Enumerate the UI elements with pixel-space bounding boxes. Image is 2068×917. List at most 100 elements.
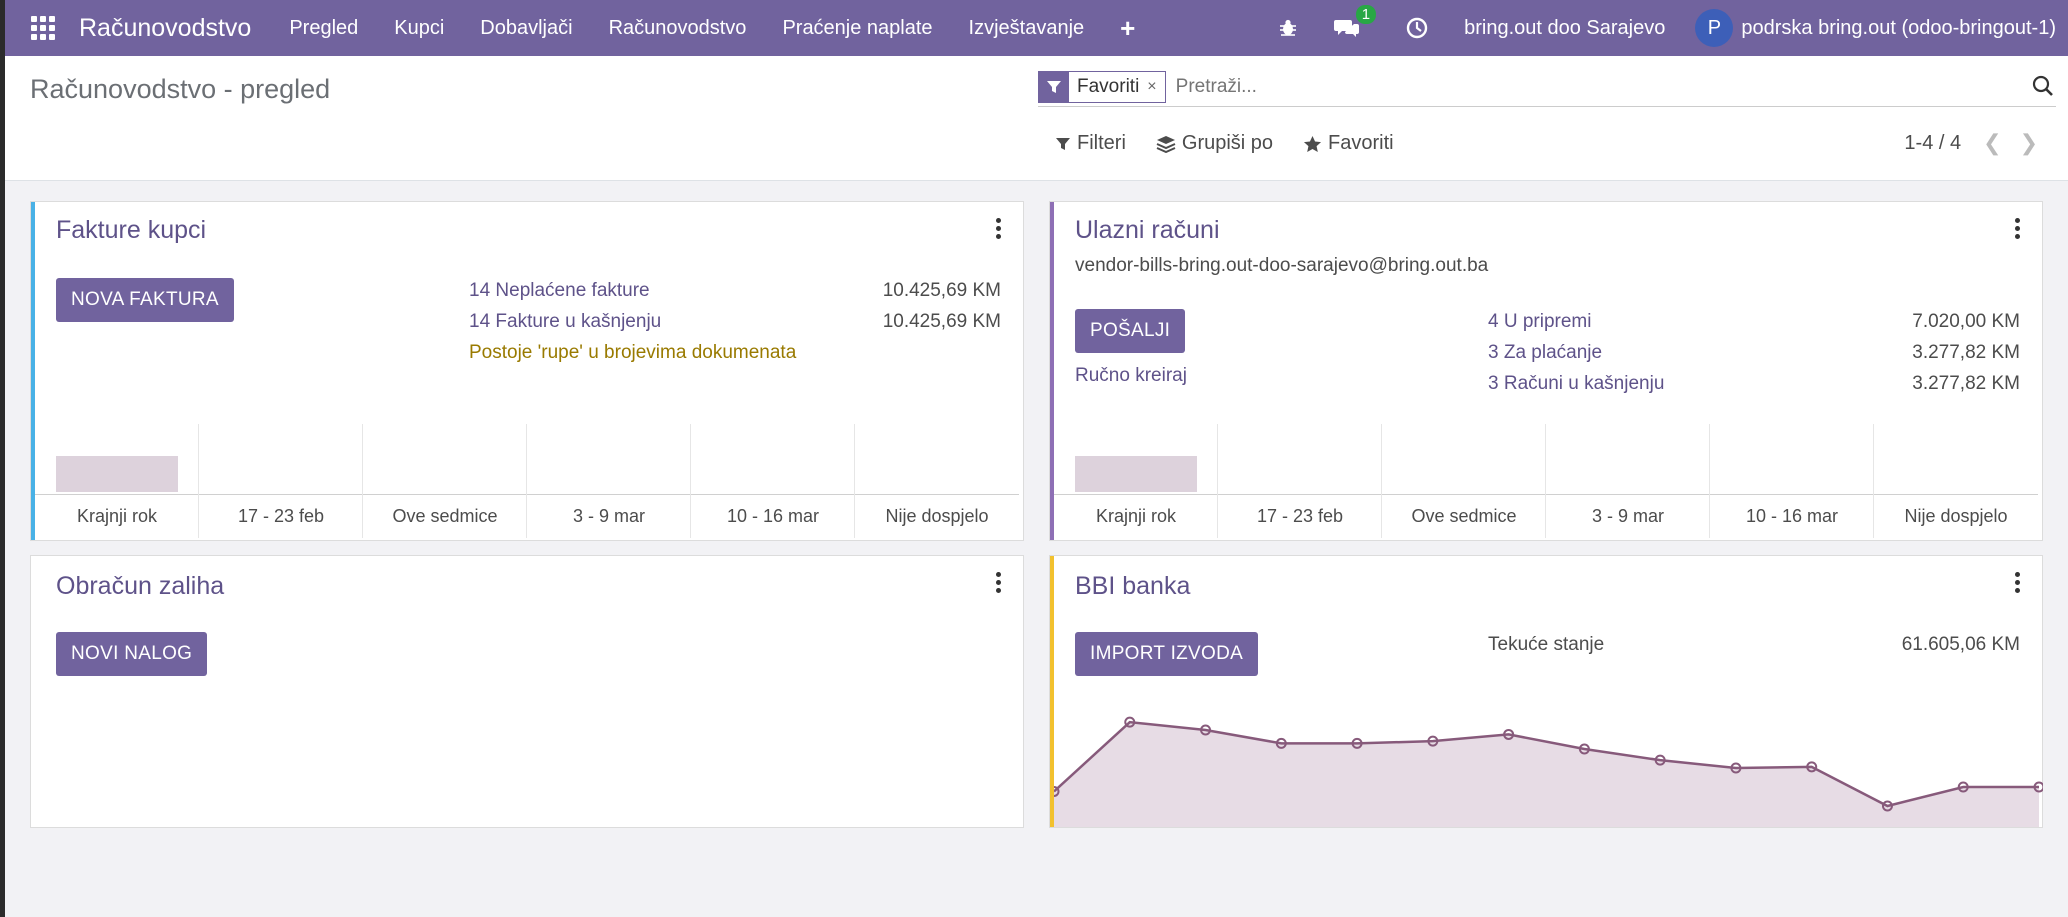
chart-tick-label: Krajnji rok — [1095, 506, 1177, 526]
menu-kupci[interactable]: Kupci — [394, 16, 445, 39]
chart-column — [1382, 424, 1546, 538]
chart-column — [1710, 424, 1874, 538]
add-menu-button[interactable]: + — [1120, 12, 1136, 43]
import-statement-button[interactable]: IMPORT IZVODA — [1075, 632, 1259, 676]
card-menu-icon[interactable] — [995, 218, 1001, 239]
bug-icon[interactable] — [1278, 18, 1298, 38]
chart-tick-label: 10 - 16 mar — [1745, 506, 1839, 526]
chart-point — [1275, 737, 1287, 749]
chart-tick-label: Nije dospjelo — [885, 506, 989, 526]
top-navbar: Računovodstvo Pregled Kupci Dobavljači R… — [5, 0, 2068, 56]
clock-icon[interactable] — [1406, 17, 1428, 39]
menu-pregled[interactable]: Pregled — [289, 16, 359, 39]
bills-to-pay-amount: 3.277,82 KM — [1912, 342, 2020, 363]
chart-tick-label: 10 - 16 mar — [726, 506, 820, 526]
card-menu-icon[interactable] — [995, 572, 1001, 593]
late-invoices-link[interactable]: 14 Fakture u kašnjenju — [469, 311, 662, 332]
chart-tick-label: Ove sedmice — [392, 506, 498, 526]
card-menu-icon[interactable] — [2014, 218, 2020, 239]
chart-point — [1200, 724, 1212, 736]
chart-point — [1654, 754, 1666, 766]
messages-badge: 1 — [1355, 5, 1377, 24]
bank-balance-chart[interactable] — [1054, 697, 2043, 827]
chart-point — [1730, 762, 1742, 774]
chart-tick-label: 17 - 23 feb — [237, 506, 325, 526]
pager: 1-4 / 4 ❮ ❯ — [1904, 130, 2038, 156]
app-brand[interactable]: Računovodstvo — [79, 13, 252, 42]
chart-column — [363, 424, 527, 538]
chart-point — [1806, 761, 1818, 773]
search-input[interactable] — [1173, 75, 1978, 99]
chart-bar[interactable] — [56, 456, 178, 492]
balance-amount: 61.605,06 KM — [1901, 634, 2020, 655]
pager-previous-icon[interactable]: ❮ — [1983, 130, 2002, 155]
card-stripe — [1050, 202, 1054, 540]
chart-column — [1546, 424, 1710, 538]
control-panel: Računovodstvo - pregled Favoriti × Filte… — [5, 56, 2068, 181]
avatar[interactable]: P — [1695, 9, 1734, 47]
sequence-gap-warning[interactable]: Postoje 'rupe' u brojevima dokumenata — [469, 342, 797, 363]
menu-pracenje-naplate[interactable]: Praćenje naplate — [782, 16, 933, 39]
menu-izvjestavanje[interactable]: Izvještavanje — [968, 16, 1085, 39]
vendor-bills-email: vendor-bills-bring.out-doo-sarajevo@brin… — [1075, 255, 1489, 276]
search-icon[interactable] — [2032, 75, 2054, 102]
bills-to-pay-link[interactable]: 3 Za plaćanje — [1488, 342, 1603, 363]
menu-racunovodstvo[interactable]: Računovodstvo — [608, 16, 747, 39]
card-menu-icon[interactable] — [2014, 572, 2020, 593]
chart-axis — [35, 494, 1019, 495]
late-bills-link[interactable]: 3 Računi u kašnjenju — [1488, 373, 1665, 394]
new-invoice-button[interactable]: NOVA FAKTURA — [56, 278, 234, 322]
chart-axis — [1054, 494, 2038, 495]
filter-icon — [1039, 71, 1069, 103]
page-title: Računovodstvo - pregled — [30, 74, 331, 104]
chart-column — [691, 424, 855, 538]
chart-bar[interactable] — [1075, 456, 1197, 492]
new-entry-button[interactable]: NOVI NALOG — [56, 632, 208, 676]
messages-icon[interactable]: 1 — [1334, 5, 1377, 39]
chart-column — [1218, 424, 1382, 538]
vendor-bills-chart[interactable]: Krajnji rok 17 - 23 feb Ove sedmice 3 - 9 m… — [1054, 424, 2038, 538]
draft-bills-link[interactable]: 4 U pripremi — [1488, 311, 1592, 332]
card-title[interactable]: Obračun zaliha — [56, 572, 225, 600]
layers-icon — [1156, 135, 1176, 153]
facet-remove-button[interactable]: × — [1147, 78, 1157, 95]
draft-bills-amount: 7.020,00 KM — [1912, 311, 2020, 332]
chart-point — [1881, 800, 1893, 812]
company-switcher[interactable]: bring.out doo Sarajevo — [1464, 16, 1666, 39]
apps-icon[interactable] — [31, 14, 59, 42]
card-title[interactable]: Fakture kupci — [56, 216, 207, 244]
pager-next-icon[interactable]: ❯ — [2019, 130, 2038, 155]
chart-column — [199, 424, 363, 538]
card-title[interactable]: Ulazni računi — [1075, 216, 1220, 244]
unpaid-invoices-link[interactable]: 14 Neplaćene fakture — [469, 280, 650, 301]
create-manually-link[interactable]: Ručno kreiraj — [1075, 365, 1187, 386]
upload-bill-button[interactable]: POŠALJI — [1075, 309, 1186, 353]
chart-point — [2033, 781, 2043, 793]
user-menu[interactable]: podrska bring.out (odoo-bringout-1) — [1741, 16, 2056, 39]
card-title[interactable]: BBI banka — [1075, 572, 1191, 600]
chart-tick-label: Ove sedmice — [1411, 506, 1517, 526]
favorites-label: Favoriti — [1328, 132, 1394, 154]
chart-point — [1054, 785, 1060, 797]
chart-point — [1503, 728, 1515, 740]
customer-invoices-chart[interactable]: Krajnji rok 17 - 23 feb Ove sedmice 3 - 9 m… — [35, 424, 1019, 538]
chart-tick-label: Krajnji rok — [76, 506, 158, 526]
chart-point — [1351, 737, 1363, 749]
star-icon — [1304, 135, 1322, 152]
chart-column — [1054, 424, 1218, 538]
chart-column — [527, 424, 691, 538]
facet-label: Favoriti — [1077, 76, 1140, 97]
filter-icon — [1056, 137, 1070, 150]
late-bills-amount: 3.277,82 KM — [1912, 373, 2020, 394]
search-bar: Favoriti × — [1038, 68, 2056, 107]
favorites-button[interactable]: Favoriti — [1303, 132, 1394, 155]
search-facet: Favoriti × — [1038, 71, 1166, 103]
unpaid-invoices-amount: 10.425,69 KM — [882, 280, 1001, 301]
filters-button[interactable]: Filteri — [1055, 132, 1126, 155]
chart-series-line — [1054, 720, 2039, 808]
menu-dobavljaci[interactable]: Dobavljači — [480, 16, 573, 39]
chart-point — [1578, 743, 1590, 755]
chart-area — [1054, 722, 2039, 827]
pager-value[interactable]: 1-4 / 4 — [1904, 131, 1962, 154]
group-by-button[interactable]: Grupiši po — [1156, 132, 1273, 155]
